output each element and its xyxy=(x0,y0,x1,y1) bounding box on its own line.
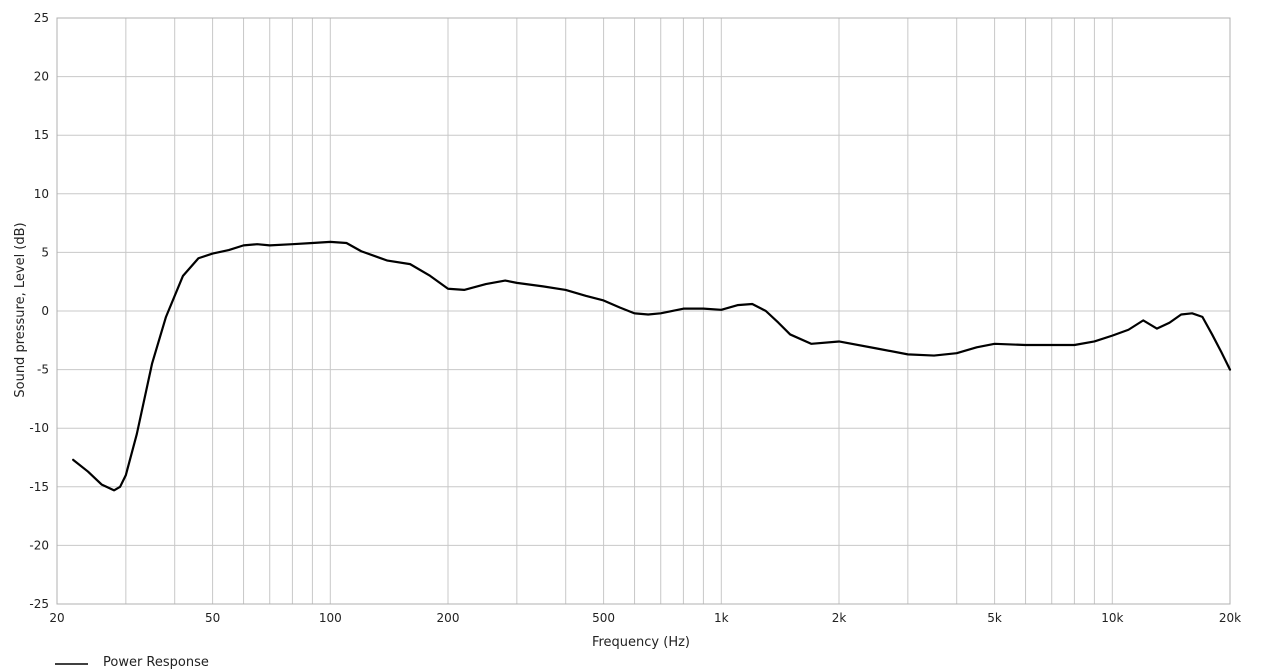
x-axis-label: Frequency (Hz) xyxy=(592,635,690,650)
y-tick-label: -10 xyxy=(29,421,49,435)
legend-label: Power Response xyxy=(103,655,209,670)
y-tick-label: 5 xyxy=(41,245,49,259)
x-tick-label: 200 xyxy=(437,611,460,625)
x-tick-label: 50 xyxy=(205,611,220,625)
y-tick-label: 15 xyxy=(34,128,49,142)
y-tick-label: 10 xyxy=(34,187,49,201)
y-tick-label: 25 xyxy=(34,11,49,25)
x-tick-label: 500 xyxy=(592,611,615,625)
x-tick-label: 100 xyxy=(319,611,342,625)
y-tick-label: -20 xyxy=(29,538,49,552)
y-axis-ticks: 25 20 15 10 5 0 -5 -10 -15 -20 -25 xyxy=(29,11,49,611)
y-tick-label: 0 xyxy=(41,304,49,318)
y-axis-label: Sound pressure, Level (dB) xyxy=(13,222,28,397)
x-axis-ticks: 20 50 100 200 500 1k 2k 5k 10k 20k xyxy=(49,611,1241,625)
x-tick-label: 10k xyxy=(1101,611,1123,625)
y-tick-label: -5 xyxy=(37,363,49,377)
x-tick-label: 1k xyxy=(714,611,729,625)
plot-frame xyxy=(56,17,1231,605)
series-line-power-response xyxy=(72,240,1232,492)
legend: Power Response xyxy=(55,655,209,670)
y-tick-label: -25 xyxy=(29,597,49,611)
grid xyxy=(56,17,1231,605)
x-tick-label: 5k xyxy=(987,611,1002,625)
y-tick-label: 20 xyxy=(34,70,49,84)
x-tick-label: 20k xyxy=(1219,611,1241,625)
y-tick-label: -15 xyxy=(29,480,49,494)
series-layer xyxy=(72,240,1232,492)
x-tick-label: 2k xyxy=(832,611,847,625)
x-tick-label: 20 xyxy=(49,611,64,625)
